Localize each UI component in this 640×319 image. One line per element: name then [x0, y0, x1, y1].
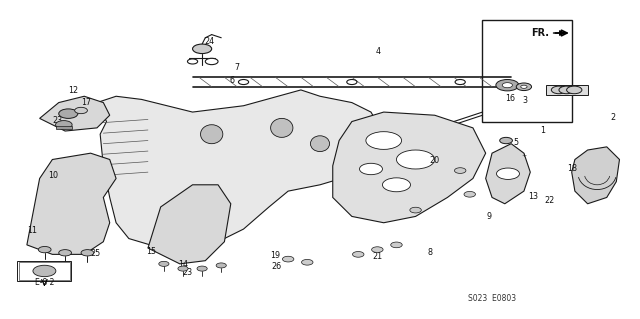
Circle shape [38, 247, 51, 253]
Circle shape [521, 85, 527, 88]
Text: 15: 15 [146, 247, 156, 256]
Bar [17, 261, 72, 281]
Circle shape [216, 263, 227, 268]
Text: 20: 20 [429, 156, 440, 165]
Text: 12: 12 [68, 86, 79, 95]
Text: 8: 8 [427, 248, 432, 257]
Circle shape [455, 79, 465, 85]
Circle shape [188, 59, 198, 64]
Polygon shape [97, 90, 384, 248]
Text: 26: 26 [271, 262, 282, 271]
Circle shape [516, 83, 532, 91]
Text: 14: 14 [178, 260, 188, 269]
Text: 18: 18 [566, 165, 577, 174]
Ellipse shape [200, 125, 223, 144]
Circle shape [81, 250, 94, 256]
Circle shape [347, 79, 357, 85]
Circle shape [59, 109, 78, 118]
Circle shape [197, 266, 207, 271]
Circle shape [559, 86, 574, 94]
Bar [546, 85, 588, 95]
Circle shape [566, 86, 582, 94]
Circle shape [454, 168, 466, 174]
Polygon shape [572, 147, 620, 204]
Text: 21: 21 [372, 252, 383, 261]
Circle shape [551, 86, 566, 94]
Text: 9: 9 [487, 212, 492, 221]
Text: E-8 2: E-8 2 [35, 278, 54, 287]
Bar [56, 126, 72, 130]
Text: 3: 3 [523, 97, 528, 106]
Polygon shape [40, 96, 109, 131]
Circle shape [497, 168, 520, 179]
Polygon shape [333, 112, 486, 223]
Text: 19: 19 [270, 251, 280, 260]
Text: 1: 1 [541, 126, 545, 135]
Polygon shape [27, 153, 116, 254]
Circle shape [59, 250, 72, 256]
Circle shape [372, 247, 383, 252]
Circle shape [56, 121, 72, 129]
Text: 13: 13 [529, 192, 538, 201]
Circle shape [383, 178, 410, 192]
Polygon shape [148, 185, 231, 264]
Text: 5: 5 [514, 137, 519, 147]
Text: 11: 11 [27, 226, 37, 235]
Circle shape [464, 191, 476, 197]
Circle shape [301, 259, 313, 265]
Circle shape [178, 266, 188, 271]
Text: 17: 17 [81, 98, 92, 107]
Text: 7: 7 [235, 63, 240, 72]
Circle shape [282, 256, 294, 262]
Circle shape [496, 79, 519, 91]
Text: 16: 16 [505, 94, 515, 103]
Text: 4: 4 [376, 48, 381, 56]
Polygon shape [486, 144, 531, 204]
Circle shape [410, 207, 421, 213]
Ellipse shape [271, 118, 293, 137]
Circle shape [239, 79, 248, 85]
Circle shape [193, 44, 212, 54]
Circle shape [33, 265, 56, 277]
Circle shape [159, 261, 169, 266]
Text: 23: 23 [182, 268, 193, 277]
Text: 25: 25 [91, 249, 101, 258]
Text: 24: 24 [205, 37, 215, 46]
Text: 23: 23 [52, 116, 63, 125]
Ellipse shape [310, 136, 330, 152]
Bar [483, 20, 572, 122]
Text: 22: 22 [544, 196, 554, 205]
Circle shape [500, 137, 513, 144]
Circle shape [353, 251, 364, 257]
Circle shape [205, 58, 218, 65]
Bar [19, 262, 70, 280]
Text: 10: 10 [49, 171, 59, 181]
Circle shape [396, 150, 435, 169]
Text: FR.: FR. [531, 28, 549, 38]
Text: S023  E0803: S023 E0803 [468, 293, 516, 302]
Circle shape [502, 83, 513, 88]
Circle shape [75, 107, 88, 114]
Text: 6: 6 [230, 76, 235, 85]
Circle shape [360, 163, 383, 175]
Text: +: + [522, 153, 527, 158]
Circle shape [391, 242, 402, 248]
Circle shape [366, 132, 401, 149]
Text: 2: 2 [611, 113, 616, 122]
Bar [575, 160, 604, 165]
